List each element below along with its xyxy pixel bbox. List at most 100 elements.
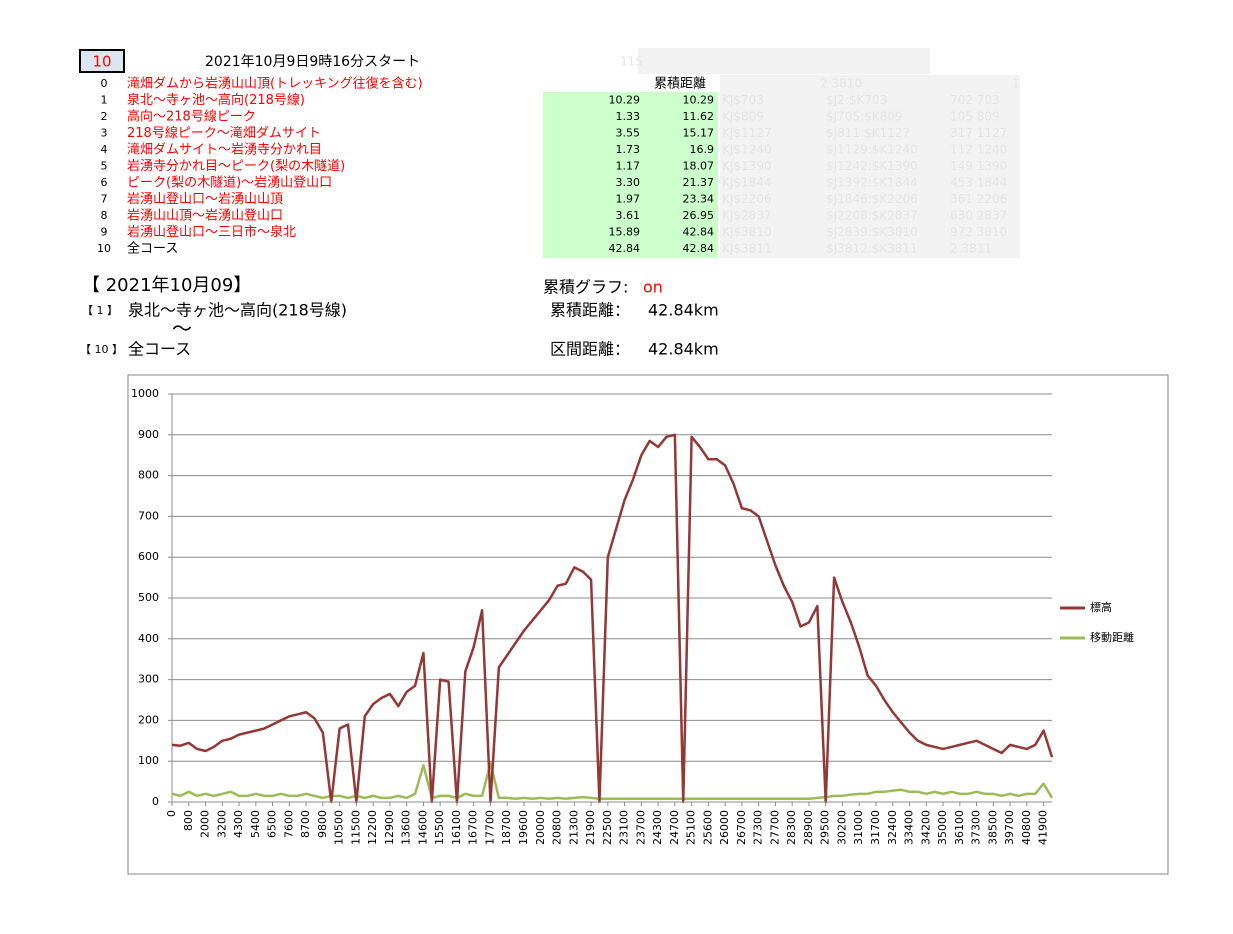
row-cumulative: 18.07 [683, 160, 715, 173]
x-tick-label: 800 [182, 810, 195, 831]
row-name: ピーク(梨の木隧道)～岩湧山登山口 [127, 175, 332, 191]
to-no: 【 10 】 [80, 343, 123, 356]
ghost: 105 809 [950, 110, 1000, 124]
x-tick-label: 17700 [483, 810, 496, 845]
x-tick-label: 41900 [1037, 810, 1050, 845]
row-cumulative: 15.17 [683, 127, 715, 140]
row-section: 3.55 [616, 127, 641, 140]
x-tick-label: 37300 [970, 810, 983, 845]
x-tick-label: 21300 [567, 810, 580, 845]
row-cumulative: 23.34 [683, 193, 715, 206]
row-section: 10.29 [609, 94, 641, 107]
x-tick-label: 4300 [232, 810, 245, 838]
row-section: 3.61 [616, 209, 641, 222]
x-tick-label: 33400 [903, 810, 916, 845]
ghost: KJ$3811 [722, 242, 772, 256]
row-section: 3.30 [616, 176, 641, 189]
row-no: 8 [101, 209, 108, 222]
x-tick-label: 22500 [601, 810, 614, 845]
legend-label: 移動距離 [1090, 630, 1134, 644]
x-tick-label: 15500 [433, 810, 446, 845]
x-tick-label: 25600 [701, 810, 714, 845]
row-name: 全コース [127, 241, 178, 257]
ghost: $J1242:$K1390 [826, 159, 918, 173]
ghost: $J1846:$K2206 [826, 192, 918, 206]
row-no: 0 [101, 77, 108, 90]
x-tick-label: 27300 [752, 810, 765, 845]
y-tick-label: 1000 [131, 387, 159, 400]
x-tick-label: 31000 [852, 810, 865, 845]
y-tick-label: 900 [138, 428, 159, 441]
selector-box[interactable] [79, 49, 125, 73]
x-tick-label: 16700 [467, 810, 480, 845]
x-tick-label: 26700 [735, 810, 748, 845]
row-no: 1 [101, 94, 108, 107]
ghost: $J3812:$K3811 [826, 242, 918, 256]
chart-frame [127, 374, 1169, 875]
x-tick-label: 32400 [886, 810, 899, 845]
y-tick-label: 100 [138, 754, 159, 767]
x-tick-label: 12200 [366, 810, 379, 845]
selector[interactable]: 10 [92, 53, 111, 71]
x-tick-label: 10500 [333, 810, 346, 845]
x-tick-label: 29500 [819, 810, 832, 845]
x-tick-label: 13600 [400, 810, 413, 845]
ghost: $J2839:$K3810 [826, 225, 918, 239]
from-no: 【 1 】 [82, 304, 118, 317]
y-tick-label: 800 [138, 469, 159, 482]
ghost: 702 703 [950, 93, 1000, 107]
y-tick-label: 300 [138, 673, 159, 686]
x-tick-label: 8700 [299, 810, 312, 838]
table-header: 累積距離 [654, 77, 706, 92]
row-cumulative: 42.84 [683, 226, 715, 239]
ghost: KJ$1390 [722, 159, 772, 173]
x-tick-label: 26000 [718, 810, 731, 845]
row-name: 滝畑ダムサイト～岩湧寺分かれ目 [127, 142, 322, 158]
row-section: 42.84 [609, 242, 641, 255]
x-tick-label: 38500 [986, 810, 999, 845]
row-name: 岩湧山登山口～三日市～泉北 [127, 224, 296, 240]
ghost: $J705:$K809 [826, 110, 903, 124]
ghost-band [638, 48, 930, 74]
ghost: KJ$809 [722, 110, 764, 124]
ghost: 1 [1012, 77, 1020, 91]
ghost: KJ$1240 [722, 143, 772, 157]
graph-state: on [643, 278, 663, 297]
ghost: KJ$2837 [722, 209, 772, 223]
x-tick-label: 24700 [668, 810, 681, 845]
x-tick-label: 30200 [835, 810, 848, 845]
y-tick-label: 600 [138, 550, 159, 563]
ghost: KJ$703 [722, 93, 764, 107]
row-section: 15.89 [609, 226, 641, 239]
date: 【 2021年10月09】 [82, 275, 251, 296]
row-section: 1.33 [616, 110, 641, 123]
x-tick-label: 24300 [651, 810, 664, 845]
x-tick-label: 0 [165, 810, 178, 817]
x-tick-label: 35000 [936, 810, 949, 845]
ghost: 630 2837 [950, 209, 1007, 223]
x-tick-label: 14600 [416, 810, 429, 845]
ghost: $J811:$K1127 [826, 126, 910, 140]
from-name: 泉北～寺ヶ池～高向(218号線) [128, 301, 347, 320]
row-cumulative: 10.29 [683, 94, 715, 107]
x-tick-label: 23700 [634, 810, 647, 845]
series-line [171, 433, 1054, 804]
row-no: 3 [101, 127, 108, 140]
summary: 【 2021年10月09】 【 1 】 泉北～寺ヶ池～高向(218号線) ～ 【… [80, 275, 719, 359]
y-tick-label: 700 [138, 509, 159, 522]
row-name: 岩湧山山頂～岩湧山登山口 [127, 208, 283, 224]
x-tick-label: 40800 [1020, 810, 1033, 845]
x-tick-label: 16100 [450, 810, 463, 845]
ghost: 972 3810 [950, 225, 1007, 239]
x-tick-label: 27700 [768, 810, 781, 845]
x-tick-label: 20000 [534, 810, 547, 845]
row-section: 1.17 [616, 160, 641, 173]
ghost: 2 3810 [820, 77, 862, 91]
start-title: 2021年10月9日9時16分スタート [205, 54, 420, 70]
row-name: 岩湧山登山口～岩湧山山頂 [127, 191, 283, 207]
series-line [171, 761, 1054, 800]
ghost: $J2:$K703 [826, 93, 887, 107]
row-cumulative: 26.95 [683, 209, 715, 222]
